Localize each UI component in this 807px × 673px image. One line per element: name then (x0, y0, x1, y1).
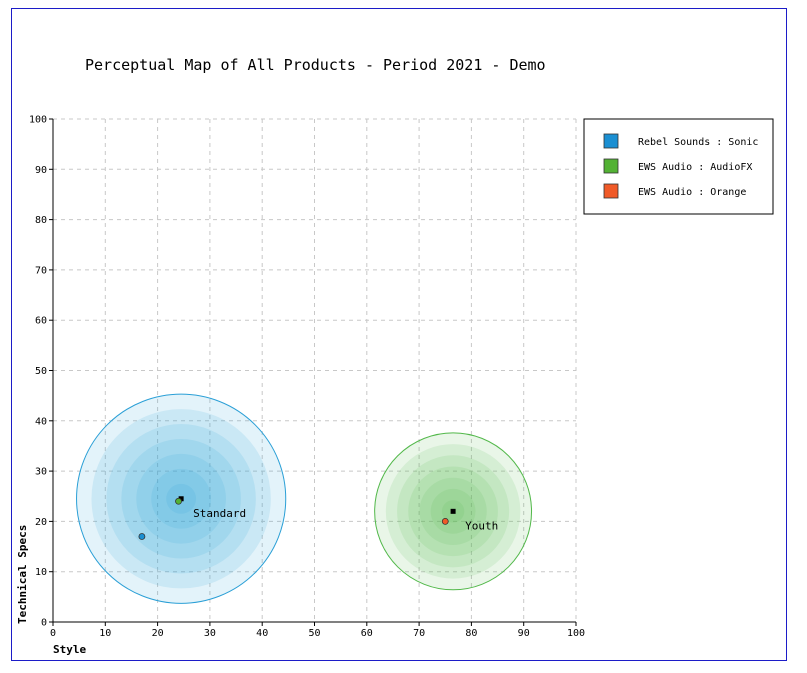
segment-ideal-marker (178, 496, 184, 502)
y-tick-label: 80 (35, 215, 47, 226)
legend: Rebel Sounds : Sonic EWS Audio : AudioFX E… (583, 118, 774, 215)
x-tick-label: 50 (308, 628, 320, 639)
x-tick-label: 10 (99, 628, 111, 639)
chart-frame: Perceptual Map of All Products - Period … (11, 8, 787, 661)
y-tick-label: 10 (35, 567, 47, 578)
y-tick-label: 20 (35, 517, 47, 528)
segment-ideal-marker (450, 508, 456, 514)
x-tick-label: 90 (518, 628, 530, 639)
y-tick-label: 0 (41, 618, 47, 629)
segment-youth: Youth (374, 432, 533, 591)
legend-entry: EWS Audio : Orange (638, 187, 746, 198)
x-tick-label: 60 (361, 628, 373, 639)
y-tick-label: 30 (35, 467, 47, 478)
legend-swatch (603, 133, 619, 149)
x-tick-label: 0 (50, 628, 56, 639)
y-tick-label: 100 (29, 115, 47, 126)
x-tick-label: 40 (256, 628, 268, 639)
legend-entry: EWS Audio : AudioFX (638, 162, 752, 173)
x-tick-label: 80 (465, 628, 477, 639)
data-points (138, 497, 449, 540)
perceptual-map-chart: Perceptual Map of All Products - Period … (16, 56, 774, 656)
segment-standard: Standard (76, 393, 287, 604)
segment-label: Standard (193, 507, 246, 520)
x-axis-label: Style (53, 643, 86, 656)
y-tick-label: 50 (35, 366, 47, 377)
grid (53, 118, 577, 622)
legend-swatch (603, 158, 619, 174)
x-tick-label: 70 (413, 628, 425, 639)
segment-label: Youth (465, 519, 498, 532)
y-tick-label: 90 (35, 165, 47, 176)
x-tick-label: 30 (204, 628, 216, 639)
y-tick-label: 70 (35, 265, 47, 276)
y-tick-label: 60 (35, 316, 47, 327)
data-point (138, 533, 146, 540)
legend-swatch (603, 183, 619, 199)
y-axis-label: Technical Specs (16, 525, 29, 624)
chart-title: Perceptual Map of All Products - Period … (85, 56, 546, 74)
x-tick-label: 20 (152, 628, 164, 639)
segment-circles: Standard Youth (76, 393, 533, 604)
axes: 0 10 20 30 40 50 60 70 80 90 100 0 10 20 30 40 50 60 70 80 9… (29, 115, 585, 640)
y-tick-label: 40 (35, 416, 47, 427)
data-point (441, 518, 449, 525)
x-tick-label: 100 (567, 628, 585, 639)
data-point (175, 497, 182, 505)
legend-entry: Rebel Sounds : Sonic (638, 137, 758, 148)
